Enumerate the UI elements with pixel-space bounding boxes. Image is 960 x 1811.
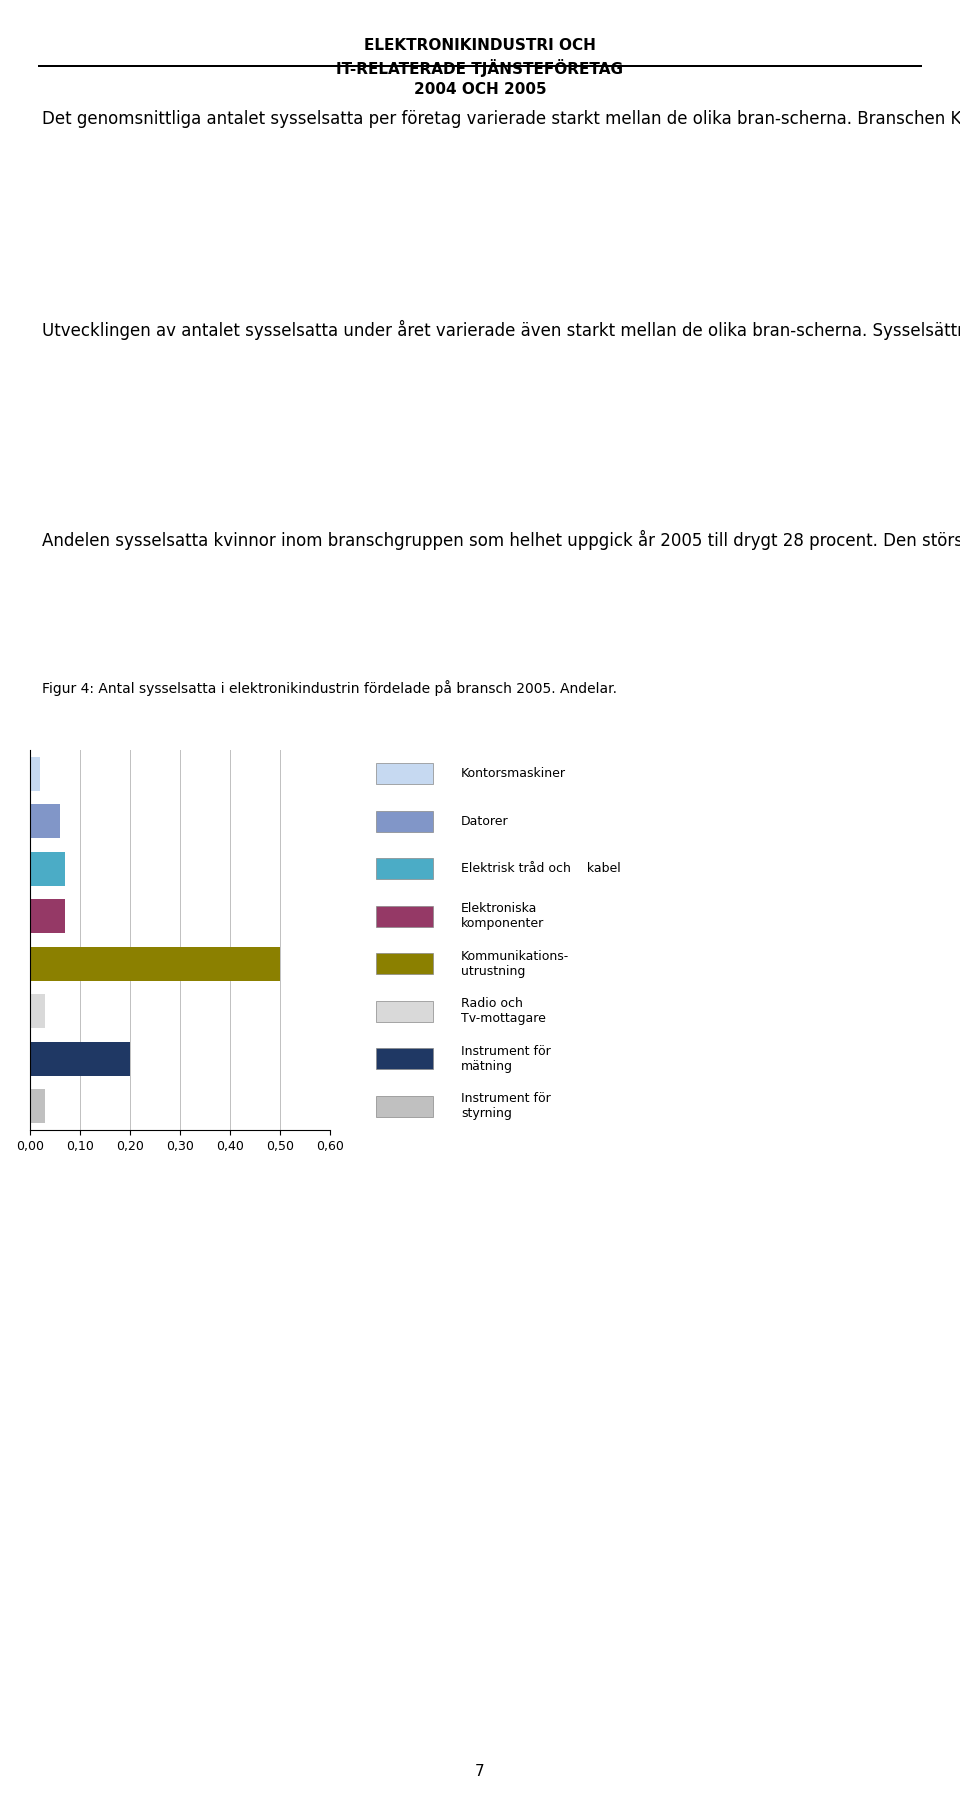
Text: Elektrisk tråd och    kabel: Elektrisk tråd och kabel [461,862,621,875]
Text: Instrument för
styrning: Instrument för styrning [461,1092,551,1121]
Text: Utvecklingen av antalet sysselsatta under året varierade även starkt mellan de o: Utvecklingen av antalet sysselsatta unde… [42,321,960,340]
Text: Kontorsmaskiner: Kontorsmaskiner [461,768,566,781]
Bar [30,851,65,886]
Bar [375,858,433,878]
Text: Instrument för
mätning: Instrument för mätning [461,1045,551,1072]
Text: ELEKTRONIKINDUSTRI OCH
IT-RELATERADE TJÄNSTEFÖRETAG
2004 OCH 2005: ELEKTRONIKINDUSTRI OCH IT-RELATERADE TJÄ… [337,38,623,96]
Bar [30,1041,130,1076]
Bar [375,1001,433,1021]
Bar [375,953,433,974]
Text: Det genomsnittliga antalet sysselsatta per företag varierade starkt mellan de ol: Det genomsnittliga antalet sysselsatta p… [42,110,960,129]
Bar [30,757,40,791]
Text: Radio och
Tv-mottagare: Radio och Tv-mottagare [461,998,546,1025]
Bar [375,762,433,784]
Text: Kommunikations-
utrustning: Kommunikations- utrustning [461,949,569,978]
Bar [30,1088,45,1123]
Bar [30,898,65,933]
Bar [375,1096,433,1117]
Bar [30,804,60,838]
Bar [375,906,433,927]
Bar [30,994,45,1029]
Text: Figur 4: Antal sysselsatta i elektronikindustrin fördelade på bransch 2005. Ande: Figur 4: Antal sysselsatta i elektroniki… [42,679,617,695]
Text: Andelen sysselsatta kvinnor inom branschgruppen som helhet uppgick år 2005 till : Andelen sysselsatta kvinnor inom bransch… [42,531,960,551]
Bar [30,947,280,982]
Bar [375,811,433,831]
Bar [375,1049,433,1068]
Text: Datorer: Datorer [461,815,509,828]
Text: Elektroniska
komponenter: Elektroniska komponenter [461,902,544,931]
Text: 7: 7 [475,1764,485,1778]
